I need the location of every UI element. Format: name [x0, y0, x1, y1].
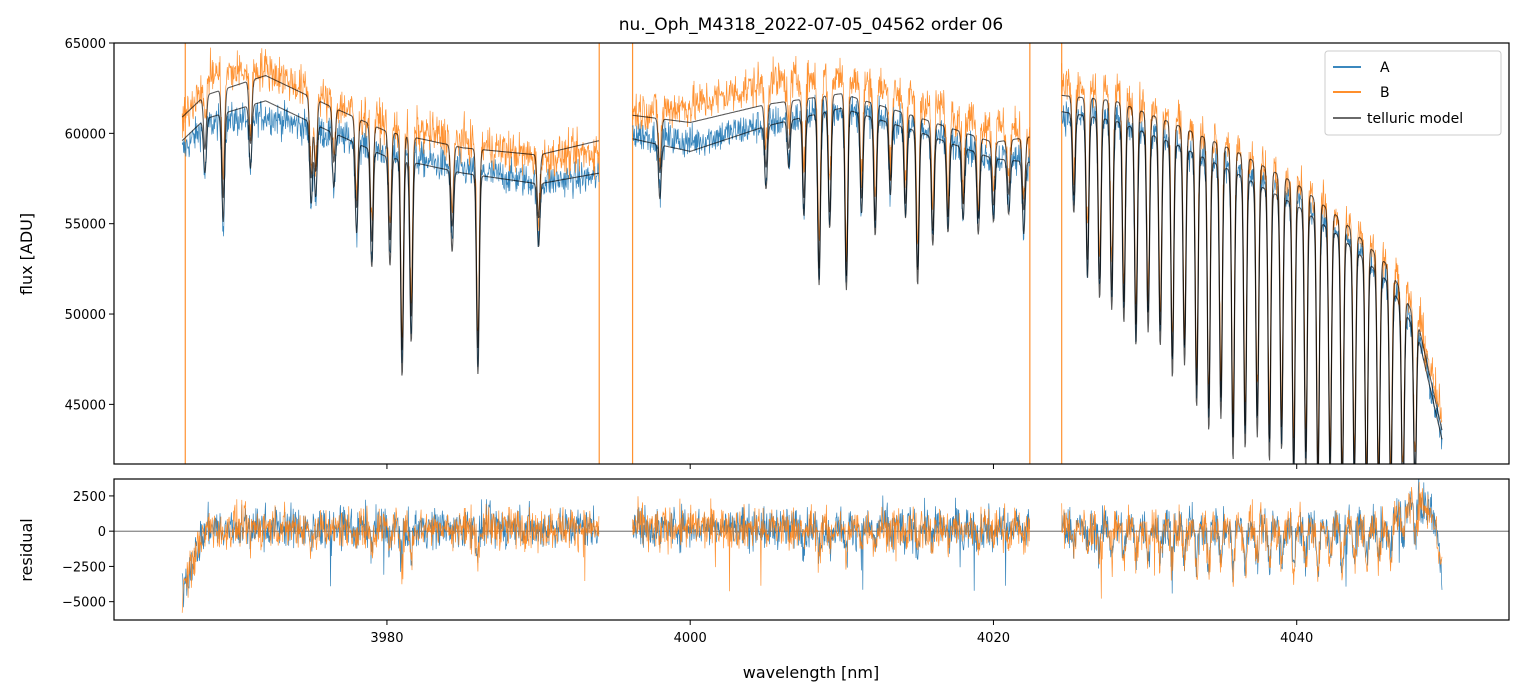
flux-panel: 45000 50000 55000 60000 65000 flux [ADU] A B…	[17, 37, 1510, 469]
legend-label-b: B	[1380, 85, 1390, 101]
telluric-model-b-line	[181, 75, 1443, 464]
flux-y-tick-label: 55000	[65, 218, 106, 233]
legend-label-telluric-model: telluric model	[1367, 111, 1463, 127]
residual-y-tick-label: 0	[98, 525, 106, 540]
residual-x-tick-label: 4000	[674, 631, 707, 646]
residual-y-tick-label: −2500	[62, 560, 106, 575]
residual-y-tick-label: −5000	[62, 596, 106, 611]
flux-axes-frame	[113, 42, 1510, 465]
flux-y-tick-label: 45000	[65, 398, 106, 413]
residual-x-tick-label: 3980	[370, 631, 403, 646]
residual-b-line	[181, 482, 1443, 613]
residual-panel: −5000 −2500 0 2500 3980 4000 4020 4040 residua…	[17, 478, 1510, 682]
residual-y-axis-label: residual	[17, 518, 36, 581]
flux-y-axis-label: flux [ADU]	[17, 213, 36, 295]
residual-x-tick-label: 4020	[977, 631, 1010, 646]
residual-axes-frame	[113, 478, 1510, 621]
chart-title: nu._Oph_M4318_2022-07-05_04562 order 06	[619, 15, 1003, 35]
flux-y-tick-label: 65000	[65, 37, 106, 52]
residual-x-tick-label: 4040	[1280, 631, 1313, 646]
flux-y-tick-label: 60000	[65, 127, 106, 142]
residual-a-line	[181, 479, 1443, 608]
flux-y-tick-label: 50000	[65, 308, 106, 323]
residual-y-tick-label: 2500	[73, 490, 106, 505]
series-a-line	[181, 94, 1443, 464]
legend-box	[1324, 50, 1502, 136]
legend-label-a: A	[1380, 60, 1390, 76]
x-axis-label: wavelength [nm]	[743, 663, 880, 682]
legend: A B telluric model	[1324, 50, 1502, 136]
